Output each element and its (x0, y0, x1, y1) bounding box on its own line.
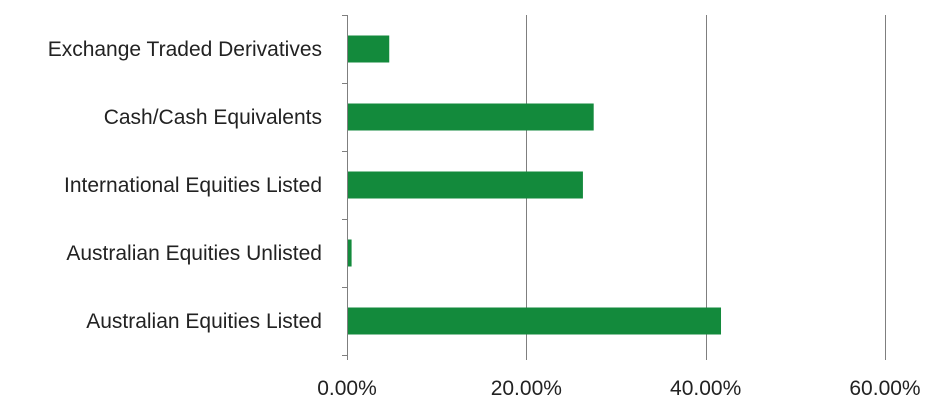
bar (348, 103, 594, 131)
y-category-label: Australian Equities Unlisted (66, 242, 322, 265)
bar (348, 35, 390, 63)
labels: 0.00% 20.00% 40.00% 60.00% Exchange Traded D… (48, 38, 921, 400)
y-category-label: Exchange Traded Derivatives (48, 38, 322, 61)
y-category-label: International Equities Listed (64, 174, 322, 197)
y-category-label: Cash/Cash Equivalents (104, 106, 322, 129)
bar (348, 239, 352, 267)
bars (348, 35, 722, 335)
x-tick-label: 0.00% (317, 377, 377, 400)
bar (348, 307, 722, 335)
y-category-label: Australian Equities Listed (86, 310, 322, 333)
bar (348, 171, 583, 199)
x-tick-label: 60.00% (849, 377, 920, 400)
x-tick-label: 40.00% (670, 377, 741, 400)
x-tick-label: 20.00% (491, 377, 562, 400)
axes (342, 15, 886, 360)
